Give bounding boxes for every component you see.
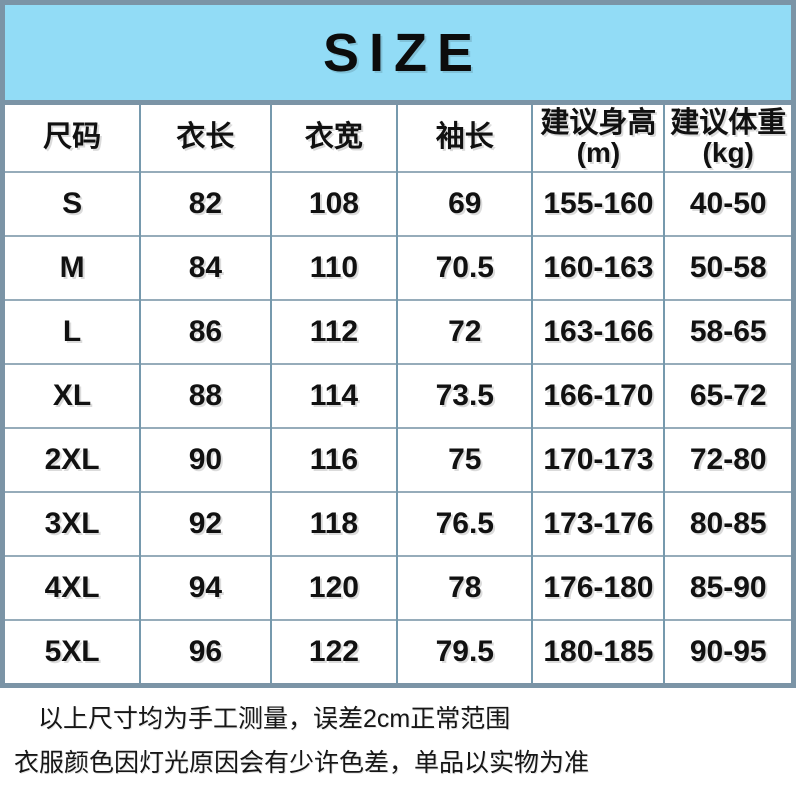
table-cell: 92 <box>139 491 271 556</box>
table-cell: 90 <box>139 427 271 492</box>
table-cell: 155-160 <box>531 171 665 236</box>
table-cell: 112 <box>269 299 398 364</box>
table-cell: 94 <box>139 555 271 620</box>
table-cell: 70.5 <box>396 235 533 300</box>
table-cell: 50-58 <box>663 235 791 300</box>
table-cell: 88 <box>139 363 271 428</box>
table-cell: 116 <box>269 427 398 492</box>
table-cell: 78 <box>396 555 533 620</box>
size-banner: SIZE <box>5 5 791 105</box>
column-label: 衣长 <box>176 121 235 154</box>
table-cell: M <box>5 235 141 300</box>
table-body: S 82 108 69 155-160 40-50 M 84 110 70.5 160-163 50-… <box>5 171 791 683</box>
table-row: L 86 112 72 163-166 58-65 <box>5 299 791 364</box>
table-cell: 166-170 <box>531 363 665 428</box>
table-row: M 84 110 70.5 160-163 50-58 <box>5 235 791 300</box>
column-label: 尺码 <box>43 121 102 154</box>
table-cell: 85-90 <box>663 555 791 620</box>
size-title: SIZE <box>322 22 484 83</box>
table-cell: 3XL <box>5 491 141 556</box>
column-header-size: 尺码 <box>5 105 140 172</box>
table-row: 4XL 94 120 78 176-180 85-90 <box>5 555 791 620</box>
table-cell: 90-95 <box>663 619 791 683</box>
size-chart-panel: SIZE 尺码 衣长 衣宽 袖长 <box>0 0 796 688</box>
table-cell: 176-180 <box>531 555 665 620</box>
table-cell: 163-166 <box>531 299 665 364</box>
table-row: XL 88 114 73.5 166-170 65-72 <box>5 363 791 428</box>
note-line: 衣服颜色因灯光原因会有少许色差，单品以实物为准 <box>14 749 590 778</box>
table-cell: 114 <box>269 363 398 428</box>
table-cell: 72-80 <box>663 427 791 492</box>
column-header-weight: 建议体重 (kg) <box>663 105 791 172</box>
table-cell: 75 <box>396 427 533 492</box>
column-label: 袖长 <box>435 121 494 154</box>
table-cell: 96 <box>139 619 271 683</box>
table-cell: 40-50 <box>663 171 791 236</box>
table-cell: 72 <box>396 299 533 364</box>
table-row: S 82 108 69 155-160 40-50 <box>5 171 791 236</box>
table-cell: S <box>5 171 141 236</box>
notes: 以上尺寸均为手工测量，误差2cm正常范围 衣服颜色因灯光原因会有少许色差，单品以… <box>0 688 800 780</box>
table-cell: 2XL <box>5 427 141 492</box>
table-row: 3XL 92 118 76.5 173-176 80-85 <box>5 491 791 556</box>
table-cell: L <box>5 299 141 364</box>
table-cell: 76.5 <box>396 491 533 556</box>
table-row: 2XL 90 116 75 170-173 72-80 <box>5 427 791 492</box>
table-cell: 110 <box>269 235 398 300</box>
column-header-width: 衣宽 <box>269 105 398 172</box>
table-cell: 5XL <box>5 619 141 683</box>
table-cell: 173-176 <box>531 491 665 556</box>
table-cell: 58-65 <box>663 299 791 364</box>
table-cell: 65-72 <box>663 363 791 428</box>
column-header-sleeve: 袖长 <box>396 105 533 172</box>
table-cell: 160-163 <box>531 235 665 300</box>
table-cell: 82 <box>139 171 271 236</box>
column-header-height: 建议身高 (m) <box>531 105 665 172</box>
column-unit: (kg) <box>702 136 754 168</box>
header-row: 尺码 衣长 衣宽 袖长 建议身高 (m) <box>5 105 791 172</box>
column-label: 建议体重 <box>670 106 787 139</box>
table-cell: XL <box>5 363 141 428</box>
column-unit: (m) <box>576 136 621 168</box>
table-cell: 86 <box>139 299 271 364</box>
table-cell: 84 <box>139 235 271 300</box>
table-cell: 120 <box>269 555 398 620</box>
table-cell: 79.5 <box>396 619 533 683</box>
table-cell: 73.5 <box>396 363 533 428</box>
table-row: 5XL 96 122 79.5 180-185 90-95 <box>5 619 791 683</box>
column-header-length: 衣长 <box>139 105 271 172</box>
table-cell: 122 <box>269 619 398 683</box>
table-cell: 180-185 <box>531 619 665 683</box>
table-cell: 4XL <box>5 555 141 620</box>
table-cell: 170-173 <box>531 427 665 492</box>
column-label: 建议身高 <box>540 106 657 139</box>
table-cell: 118 <box>269 491 398 556</box>
size-table: 尺码 衣长 衣宽 袖长 建议身高 (m) <box>5 105 791 683</box>
note-line: 以上尺寸均为手工测量，误差2cm正常范围 <box>38 705 511 733</box>
table-cell: 69 <box>396 171 533 236</box>
column-label: 衣宽 <box>304 121 363 154</box>
table-cell: 80-85 <box>663 491 791 556</box>
table-cell: 108 <box>269 171 398 236</box>
